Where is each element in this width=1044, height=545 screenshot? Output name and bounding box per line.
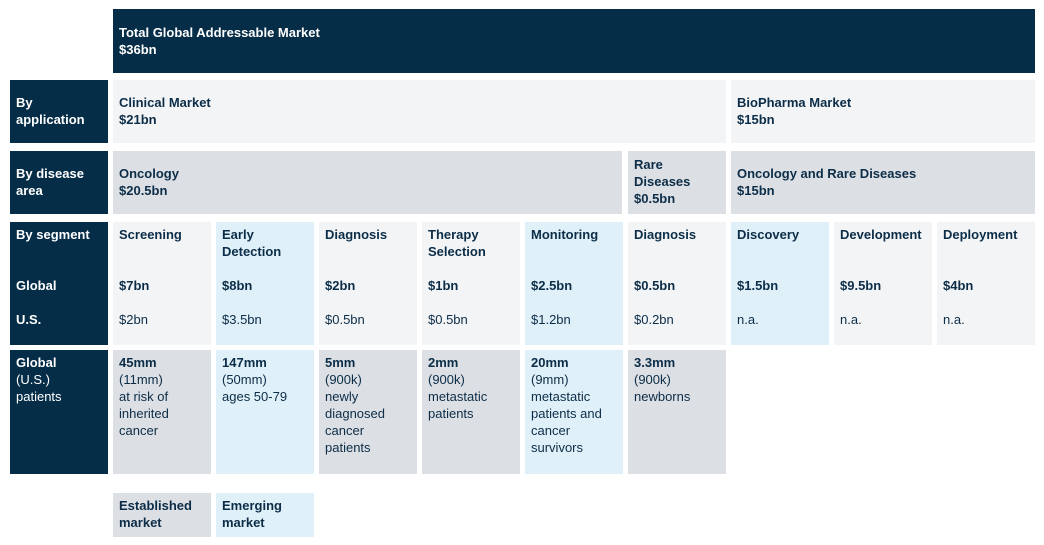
segment-cell: Diagnosis $2bn $0.5bn: [319, 222, 417, 345]
row-label-segment: By segment Global U.S.: [10, 222, 108, 345]
patients-us: (900k): [634, 372, 671, 387]
total-market-banner: Total Global Addressable Market $36bn: [113, 9, 1035, 73]
patients-description: newly diagnosed cancer patients: [325, 389, 385, 455]
patients-cell: 45mm (11mm) at risk of inherited cancer: [113, 350, 211, 474]
segment-global-value: $2.5bn: [531, 278, 573, 293]
segment-us-value: n.a.: [737, 312, 759, 327]
segment-global-value: $8bn: [222, 278, 253, 293]
segment-global-value: $0.5bn: [634, 278, 676, 293]
segment-name: Monitoring: [531, 227, 599, 242]
patients-cell: 5mm (900k) newly diagnosed cancer patients: [319, 350, 417, 474]
segment-name: Diagnosis: [325, 227, 388, 242]
patients-cell: 20mm (9mm) metastatic patients and cancer …: [525, 350, 623, 474]
segment-cell: Deployment $4bn n.a.: [937, 222, 1035, 345]
patients-global: 45mm: [119, 355, 157, 370]
segment-name: Diagnosis: [634, 227, 697, 242]
segment-cell: Screening $7bn $2bn: [113, 222, 211, 345]
patients-description: at risk of inherited cancer: [119, 389, 169, 438]
patients-global: 5mm: [325, 355, 356, 370]
biopharma-market-value: $15bn: [737, 112, 775, 127]
patients-cell: 3.3mm (900k) newborns: [628, 350, 726, 474]
total-market-value: $36bn: [119, 42, 157, 57]
segment-global-value: $7bn: [119, 278, 150, 293]
patients-us: (900k): [325, 372, 362, 387]
oncology-value: $20.5bn: [119, 183, 168, 198]
segment-cell: Diagnosis $0.5bn $0.2bn: [628, 222, 726, 345]
segment-cell: Therapy Selection $1bn $0.5bn: [422, 222, 520, 345]
segment-us-value: $1.2bn: [531, 312, 571, 327]
biopharma-market-cell: BioPharma Market $15bn: [731, 80, 1035, 143]
segment-name: Therapy Selection: [428, 227, 486, 259]
segment-us-value: $0.5bn: [428, 312, 468, 327]
segment-cell: Development $9.5bn n.a.: [834, 222, 932, 345]
legend-emerging: Emerging market: [216, 493, 314, 537]
oncology-rare-cell: Oncology and Rare Diseases $15bn: [731, 151, 1035, 214]
patients-label-us: (U.S.): [16, 372, 50, 387]
patients-global: 147mm: [222, 355, 267, 370]
segment-us-value: n.a.: [840, 312, 862, 327]
patients-label-global: Global: [16, 355, 57, 370]
segment-label: By segment: [16, 227, 90, 242]
row-label-disease-area: By disease area: [10, 151, 108, 214]
patients-description: newborns: [634, 389, 691, 404]
patients-cell: 147mm (50mm) ages 50-79: [216, 350, 314, 474]
clinical-market-cell: Clinical Market $21bn: [113, 80, 726, 143]
patients-us: (900k): [428, 372, 465, 387]
patients-global: 3.3mm: [634, 355, 676, 370]
us-label: U.S.: [16, 312, 42, 327]
oncology-rare-value: $15bn: [737, 183, 775, 198]
rare-diseases-value: $0.5bn: [634, 191, 676, 206]
global-label: Global: [16, 278, 57, 293]
segment-name: Deployment: [943, 227, 1018, 242]
segment-cell: Monitoring $2.5bn $1.2bn: [525, 222, 623, 345]
segment-cell: Early Detection $8bn $3.5bn: [216, 222, 314, 345]
segment-name: Screening: [119, 227, 182, 242]
row-label-patients: Global (U.S.) patients: [10, 350, 108, 474]
patients-description: metastatic patients and cancer survivors: [531, 389, 602, 455]
segment-global-value: $1bn: [428, 278, 459, 293]
oncology-cell: Oncology $20.5bn: [113, 151, 622, 214]
clinical-market-title: Clinical Market: [119, 95, 211, 110]
biopharma-market-title: BioPharma Market: [737, 95, 852, 110]
row-label-application: By application: [10, 80, 108, 143]
segment-global-value: $1.5bn: [737, 278, 779, 293]
segment-name: Discovery: [737, 227, 800, 242]
legend-established: Established market: [113, 493, 211, 537]
rare-diseases-title: Rare Diseases: [634, 157, 691, 189]
patients-label-patients: patients: [16, 389, 62, 404]
patients-description: ages 50-79: [222, 389, 288, 404]
patients-us: (11mm): [119, 372, 163, 387]
segment-cell: Discovery $1.5bn n.a.: [731, 222, 829, 345]
patients-description: metastatic patients: [428, 389, 488, 421]
rare-diseases-cell: Rare Diseases $0.5bn: [628, 151, 726, 214]
patients-global: 20mm: [531, 355, 569, 370]
segment-name: Early Detection: [222, 227, 282, 259]
segment-us-value: $0.2bn: [634, 312, 674, 327]
segment-us-value: n.a.: [943, 312, 965, 327]
segment-us-value: $2bn: [119, 312, 148, 327]
segment-global-value: $4bn: [943, 278, 974, 293]
total-market-title: Total Global Addressable Market: [119, 25, 320, 40]
segment-name: Development: [840, 227, 922, 242]
patients-us: (50mm): [222, 372, 267, 387]
segment-global-value: $9.5bn: [840, 278, 882, 293]
oncology-title: Oncology: [119, 166, 179, 181]
segment-us-value: $0.5bn: [325, 312, 365, 327]
segment-global-value: $2bn: [325, 278, 356, 293]
segment-us-value: $3.5bn: [222, 312, 262, 327]
patients-cell: 2mm (900k) metastatic patients: [422, 350, 520, 474]
patients-us: (9mm): [531, 372, 569, 387]
oncology-rare-title: Oncology and Rare Diseases: [737, 166, 917, 181]
clinical-market-value: $21bn: [119, 112, 157, 127]
patients-global: 2mm: [428, 355, 459, 370]
